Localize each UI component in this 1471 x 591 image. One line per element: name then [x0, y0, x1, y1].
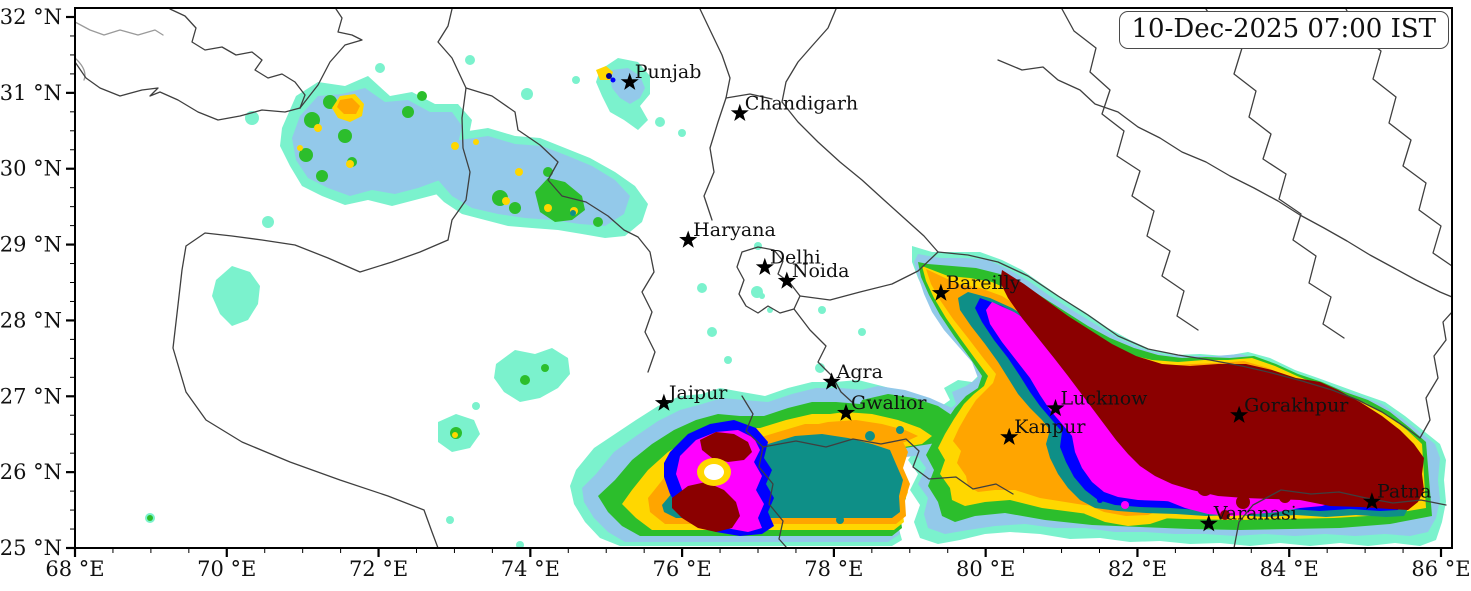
boundary-line: [799, 251, 939, 301]
boundary-line: [172, 232, 449, 548]
storm-eye: [704, 464, 724, 480]
city-label: Agra: [836, 361, 883, 383]
city-label: Noida: [792, 260, 850, 282]
city-star-icon: [1046, 398, 1065, 417]
x-tick-label: 70 °E: [197, 557, 256, 581]
city-label: Jaipur: [667, 382, 728, 404]
x-tick-label: 68 °E: [45, 557, 104, 581]
boundary-line: [75, 21, 164, 36]
precip-level-10: [672, 270, 1424, 532]
y-tick-label: 27 °N: [0, 384, 62, 408]
x-tick-label: 76 °E: [652, 557, 711, 581]
boundary-line: [725, 93, 773, 100]
x-tick-label: 82 °E: [1108, 557, 1167, 581]
city-label: Lucknow: [1060, 387, 1148, 409]
boundary-line: [75, 61, 301, 121]
city-star-icon: [837, 403, 856, 421]
x-tick-label: 74 °E: [501, 557, 560, 581]
boundary-line: [299, 8, 363, 109]
boundary-line: [75, 57, 86, 81]
city-label: Punjab: [635, 61, 702, 83]
city-star-icon: [679, 230, 698, 248]
city-label: Kanpur: [1014, 416, 1086, 438]
boundary-line: [762, 438, 1014, 495]
timestamp-box: 10-Dec-2025 07:00 IST: [1118, 11, 1449, 49]
city-star-icon: [654, 393, 673, 411]
boundary-line: [169, 8, 306, 109]
delhi-boundary: [736, 246, 801, 314]
boundary-line: [1419, 311, 1452, 439]
y-tick-label: 25 °N: [0, 536, 62, 560]
boundary-line: [1061, 8, 1199, 331]
y-tick-label: 31 °N: [0, 81, 62, 105]
nepal-border: [937, 251, 1421, 439]
city-star-icon: [777, 271, 796, 289]
city-star-icon: [931, 283, 950, 301]
city-star-icon: [1000, 427, 1019, 445]
boundary-line: [437, 8, 471, 241]
boundary-line: [1345, 8, 1452, 267]
city-label: Gwalior: [851, 392, 927, 414]
boundary-line: [781, 8, 939, 253]
city-star-icon: [1362, 492, 1381, 510]
city-label: Gorakhpur: [1244, 394, 1349, 416]
city-star-icon: [730, 103, 749, 121]
x-tick-label: 78 °E: [804, 557, 863, 581]
y-tick-label: 29 °N: [0, 233, 62, 257]
x-tick-label: 72 °E: [349, 557, 408, 581]
city-label: Delhi: [770, 246, 821, 268]
boundary-line: [465, 87, 656, 373]
boundary-line: [741, 395, 788, 548]
x-tick-label: 80 °E: [956, 557, 1015, 581]
boundary-line: [1205, 8, 1345, 339]
city-star-icon: [1230, 405, 1249, 423]
boundary-line: [699, 8, 731, 221]
city-star-icon: [755, 257, 774, 275]
x-tick-label: 86 °E: [1411, 557, 1470, 581]
city-star-icon: [620, 72, 639, 90]
city-label: Bareilly: [946, 272, 1021, 294]
city-label: Varanasi: [1213, 503, 1297, 525]
city-label: Haryana: [693, 219, 776, 241]
y-tick-label: 30 °N: [0, 157, 62, 181]
y-tick-label: 28 °N: [0, 308, 62, 332]
y-tick-label: 32 °N: [0, 5, 62, 29]
city-label: Chandigarh: [745, 92, 858, 114]
timestamp-text: 10-Dec-2025 07:00 IST: [1131, 14, 1437, 44]
city-star-icon: [822, 372, 841, 390]
map-frame: [74, 7, 1453, 549]
city-label: Patna: [1377, 481, 1431, 503]
axes: 68 °E 70 °E 72 °E 74 °E 76 °E 78 °E 80 °E 82 °E…: [0, 5, 1471, 581]
boundary-line: [793, 308, 853, 403]
x-tick-label: 84 °E: [1260, 557, 1319, 581]
y-tick-label: 26 °N: [0, 460, 62, 484]
river-line: [1233, 489, 1447, 548]
precipitation-layers: [145, 55, 1446, 548]
city-star-icon: [1199, 514, 1218, 532]
boundary-line: [997, 59, 1452, 298]
admin-boundaries: [75, 8, 1452, 548]
